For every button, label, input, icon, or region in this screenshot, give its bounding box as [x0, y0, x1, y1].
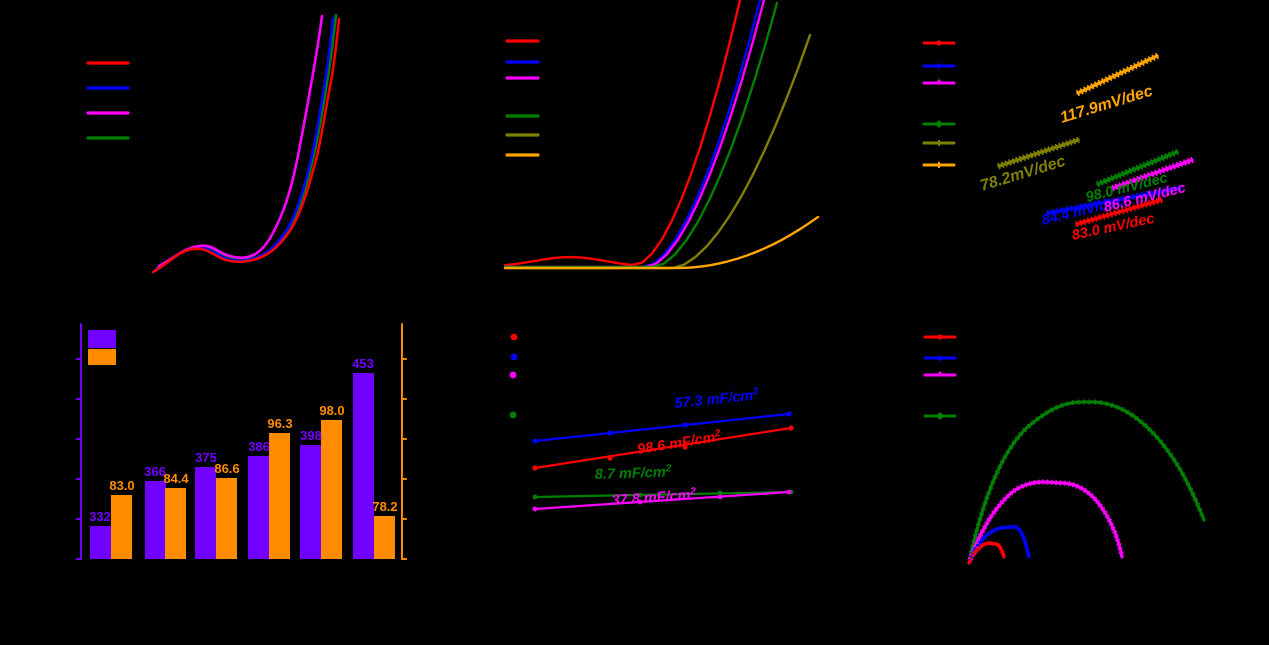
- svg-text:117.9mV/dec: 117.9mV/dec: [1058, 83, 1155, 127]
- svg-text:57.3 mF/cm2: 57.3 mF/cm2: [674, 386, 760, 412]
- svg-text:98.6 mF/cm2: 98.6 mF/cm2: [636, 427, 723, 458]
- svg-text:386: 386: [248, 439, 270, 454]
- svg-text:398: 398: [300, 428, 322, 443]
- svg-text:83.0: 83.0: [109, 478, 134, 493]
- svg-text:453: 453: [352, 356, 374, 371]
- svg-text:8.7 mF/cm2: 8.7 mF/cm2: [595, 463, 672, 483]
- svg-text:98.0: 98.0: [319, 403, 344, 418]
- svg-text:86.6: 86.6: [214, 461, 239, 476]
- svg-text:84.4: 84.4: [163, 471, 189, 486]
- svg-text:37.8 mF/cm2: 37.8 mF/cm2: [611, 486, 697, 509]
- svg-text:78.2: 78.2: [372, 499, 397, 514]
- svg-text:96.3: 96.3: [267, 416, 292, 431]
- svg-text:332: 332: [89, 509, 111, 524]
